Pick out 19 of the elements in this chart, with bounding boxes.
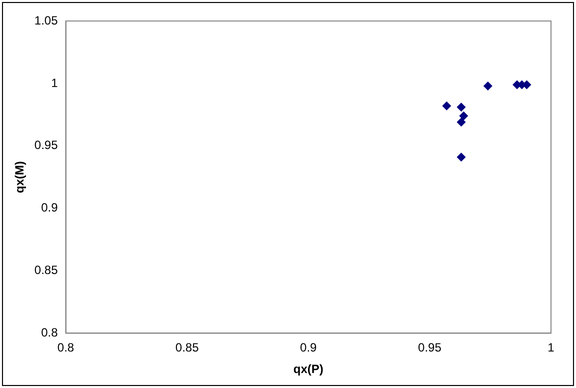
point xyxy=(442,101,452,110)
x-axis-title: qx(P) xyxy=(293,362,324,376)
x-tick-label: 0.95 xyxy=(418,340,442,355)
point xyxy=(456,102,466,112)
point xyxy=(483,81,492,90)
y-tick-label: 0.95 xyxy=(34,138,58,152)
point xyxy=(459,111,468,120)
x-tick-label: 0.9 xyxy=(300,340,318,355)
y-axis-title: qx(M) xyxy=(12,161,27,194)
y-tick-label: 0.85 xyxy=(34,263,58,278)
x-tick-label: 0.85 xyxy=(175,340,200,355)
y-tick-label: 0.9 xyxy=(41,200,58,215)
x-tick-label: 1 xyxy=(548,340,555,355)
x-tick-label: 0.8 xyxy=(57,340,74,355)
point xyxy=(456,118,466,127)
y-tick-label: 1.05 xyxy=(34,13,58,28)
point xyxy=(456,152,466,162)
y-tick-label: 0.8 xyxy=(41,326,58,340)
y-tick-label: 1 xyxy=(51,76,58,90)
